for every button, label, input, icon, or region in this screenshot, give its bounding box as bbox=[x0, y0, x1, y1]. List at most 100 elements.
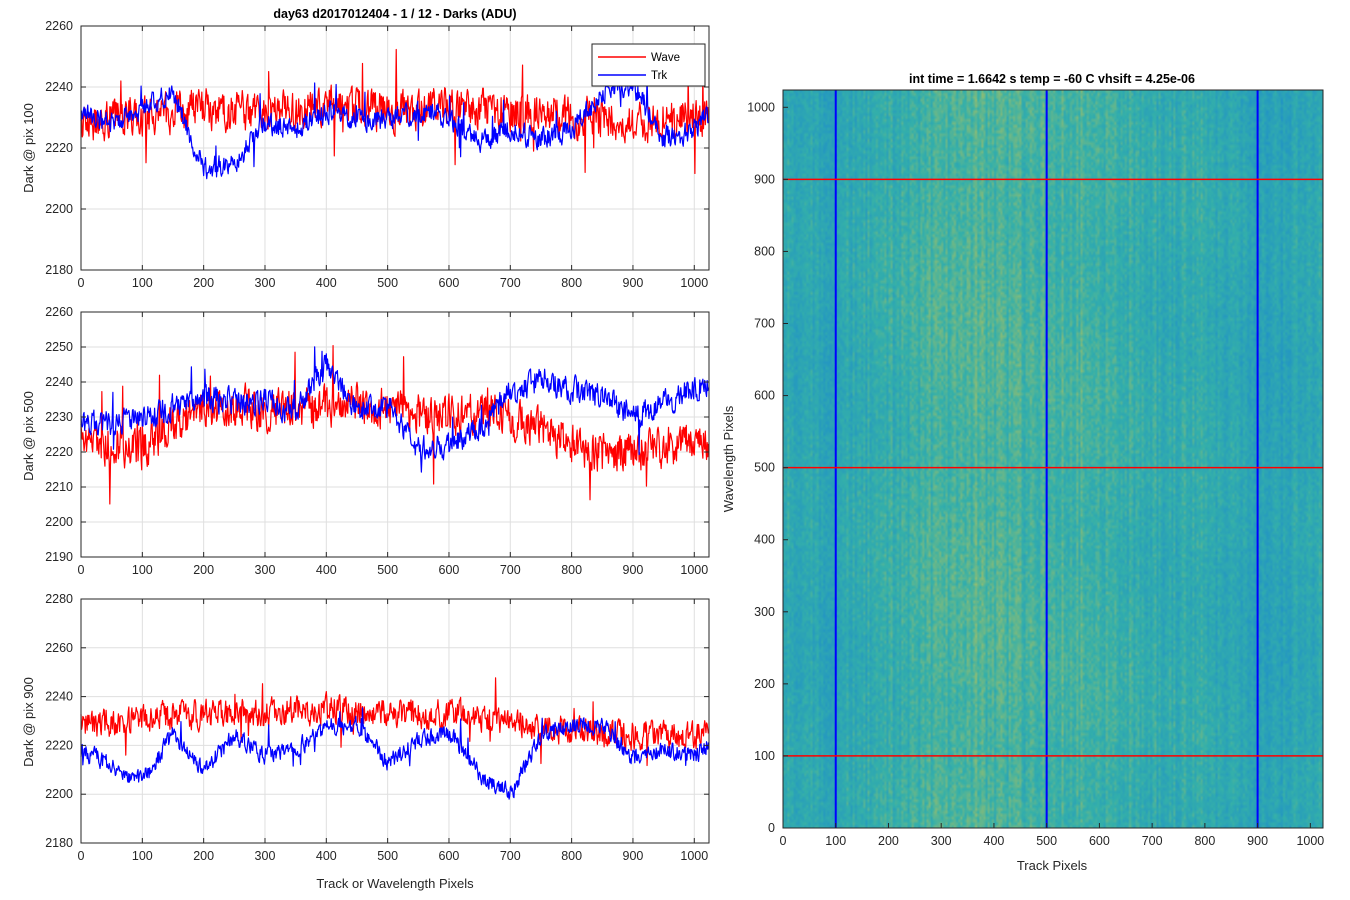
x-tick-label: 800 bbox=[561, 563, 582, 577]
x-tick-label: 900 bbox=[1247, 834, 1268, 848]
x-tick-label: 300 bbox=[931, 834, 952, 848]
x-tick-label: 500 bbox=[1036, 834, 1057, 848]
y-tick-label: 2240 bbox=[45, 690, 73, 704]
x-tick-label: 300 bbox=[255, 276, 276, 290]
x-tick-label: 700 bbox=[500, 276, 521, 290]
x-tick-label: 900 bbox=[623, 276, 644, 290]
x-tick-label: 100 bbox=[825, 834, 846, 848]
series-line-wave bbox=[80, 677, 709, 767]
y-tick-label: 2200 bbox=[45, 515, 73, 529]
x-tick-label: 200 bbox=[878, 834, 899, 848]
y-tick-label: 2180 bbox=[45, 836, 73, 850]
grid bbox=[80, 311, 709, 558]
x-tick-label: 900 bbox=[623, 563, 644, 577]
x-tick-label: 0 bbox=[780, 834, 787, 848]
heatmap-ticks: 0 100 200 300 400 500 600 700 800 900 1000 0 100 200 3… bbox=[747, 100, 1324, 848]
x-tick-label: 600 bbox=[439, 849, 460, 863]
axes-box bbox=[80, 311, 710, 558]
x-tick-label: 1000 bbox=[1296, 834, 1324, 848]
y-tick-label: 0 bbox=[768, 821, 775, 835]
y-tick-label: 2190 bbox=[45, 550, 73, 564]
x-tick-label: 700 bbox=[500, 563, 521, 577]
plot-area bbox=[81, 312, 709, 557]
x-tick-label: 400 bbox=[316, 276, 337, 290]
x-tick-label: 500 bbox=[377, 563, 398, 577]
ylabel-pix-100: Dark @ pix 100 bbox=[21, 103, 36, 193]
y-tick-label: 500 bbox=[754, 461, 775, 475]
y-tick-label: 600 bbox=[754, 389, 775, 403]
y-tick-label: 900 bbox=[754, 172, 775, 186]
x-tick-label: 800 bbox=[561, 849, 582, 863]
y-tick-label: 300 bbox=[754, 605, 775, 619]
x-tick-label: 700 bbox=[1142, 834, 1163, 848]
x-tick-label: 500 bbox=[377, 276, 398, 290]
x-tick-label: 0 bbox=[78, 849, 85, 863]
x-tick-label: 400 bbox=[984, 834, 1005, 848]
y-tick-label: 2210 bbox=[45, 480, 73, 494]
x-tick-label: 100 bbox=[132, 276, 153, 290]
y-tick-label: 800 bbox=[754, 244, 775, 258]
heatmap-xlabel: Track Pixels bbox=[1017, 858, 1088, 873]
y-tick-label: 2260 bbox=[45, 305, 73, 319]
axes-box bbox=[80, 598, 710, 844]
y-tick-label: 700 bbox=[754, 317, 775, 331]
heatmap-plot: int time = 1.6642 s temp = -60 C vhsift … bbox=[721, 72, 1324, 873]
y-tick-label: 2200 bbox=[45, 787, 73, 801]
y-tick-label: 2230 bbox=[45, 410, 73, 424]
series-line-trk bbox=[80, 707, 709, 800]
x-tick-label: 500 bbox=[377, 849, 398, 863]
legend-box bbox=[591, 43, 706, 87]
y-tick-label: 2220 bbox=[45, 445, 73, 459]
y-tick-label: 400 bbox=[754, 533, 775, 547]
plot-dark-pix-900: Dark @ pix 900 0 100 200 300 400 500 600 700 800… bbox=[21, 592, 710, 863]
heatmap-title: int time = 1.6642 s temp = -60 C vhsift … bbox=[909, 72, 1195, 86]
x-tick-label: 800 bbox=[561, 276, 582, 290]
x-tick-label: 300 bbox=[255, 849, 276, 863]
x-tick-label: 200 bbox=[193, 849, 214, 863]
x-tick-label: 100 bbox=[132, 563, 153, 577]
y-tick-label: 2250 bbox=[45, 340, 73, 354]
y-tick-label: 2280 bbox=[45, 592, 73, 606]
x-tick-label: 200 bbox=[193, 563, 214, 577]
x-tick-label: 300 bbox=[255, 563, 276, 577]
x-tick-label: 800 bbox=[1194, 834, 1215, 848]
heatmap-markers bbox=[783, 90, 1323, 828]
x-tick-label: 600 bbox=[439, 563, 460, 577]
series-line-wave bbox=[80, 345, 709, 505]
legend-label-wave: Wave bbox=[651, 52, 680, 64]
heatmap-image bbox=[783, 90, 1323, 828]
heatmap-ylabel: Wavelength Pixels bbox=[721, 405, 736, 512]
series-line-trk bbox=[80, 346, 709, 473]
figure-title: day63 d2017012404 - 1 / 12 - Darks (ADU) bbox=[273, 7, 516, 21]
y-tick-label: 2260 bbox=[45, 19, 73, 33]
x-tick-label: 400 bbox=[316, 849, 337, 863]
x-tick-label: 1000 bbox=[680, 563, 708, 577]
y-tick-label: 2220 bbox=[45, 141, 73, 155]
y-tick-label: 2260 bbox=[45, 641, 73, 655]
y-tick-label: 2240 bbox=[45, 375, 73, 389]
x-label-left: Track or Wavelength Pixels bbox=[316, 876, 474, 891]
plot-area bbox=[81, 599, 709, 843]
legend-label-trk: Trk bbox=[651, 70, 667, 82]
ylabel-pix-900: Dark @ pix 900 bbox=[21, 677, 36, 767]
y-tick-label: 200 bbox=[754, 677, 775, 691]
y-tick-label: 2200 bbox=[45, 202, 73, 216]
x-tick-label: 1000 bbox=[680, 849, 708, 863]
x-tick-label: 0 bbox=[78, 563, 85, 577]
x-tick-label: 1000 bbox=[680, 276, 708, 290]
x-tick-label: 200 bbox=[193, 276, 214, 290]
heatmap-raster bbox=[783, 90, 1323, 828]
y-tick-label: 2220 bbox=[45, 738, 73, 752]
y-tick-label: 2180 bbox=[45, 263, 73, 277]
y-tick-label: 100 bbox=[754, 749, 775, 763]
x-tick-label: 600 bbox=[1089, 834, 1110, 848]
series-line-trk bbox=[80, 75, 709, 180]
x-tick-label: 100 bbox=[132, 849, 153, 863]
x-tick-label: 900 bbox=[623, 849, 644, 863]
x-tick-label: 700 bbox=[500, 849, 521, 863]
y-tick-label: 2240 bbox=[45, 80, 73, 94]
x-tick-label: 400 bbox=[316, 563, 337, 577]
ylabel-pix-500: Dark @ pix 500 bbox=[21, 391, 36, 481]
y-tick-label: 1000 bbox=[747, 100, 775, 114]
legend: Wave Trk bbox=[591, 43, 706, 87]
